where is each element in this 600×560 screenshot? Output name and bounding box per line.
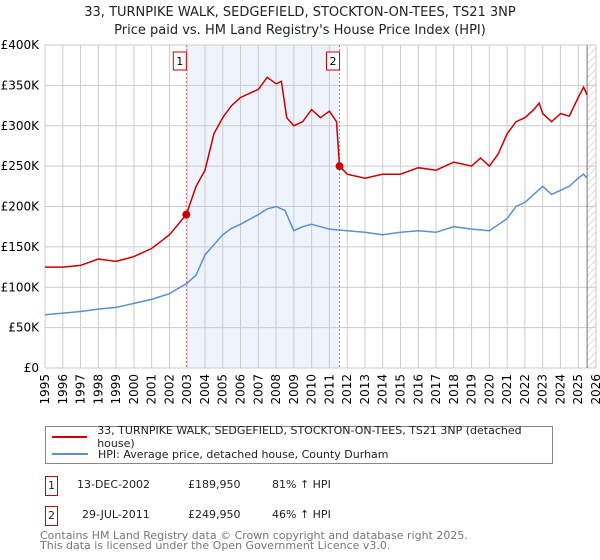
- sale-badge: 2: [45, 506, 58, 526]
- x-tick-label: 2007: [251, 374, 265, 405]
- sale-badge: 1: [45, 476, 58, 496]
- x-tick-label: 2020: [482, 374, 496, 405]
- sale-price: £249,950: [188, 508, 241, 521]
- chart-subtitle: Price paid vs. HM Land Registry's House …: [114, 23, 486, 38]
- y-tick-label: £150K: [1, 240, 41, 254]
- chart-title: 33, TURNPIKE WALK, SEDGEFIELD, STOCKTON-…: [84, 5, 516, 20]
- x-tick-label: 1995: [38, 374, 52, 405]
- x-tick-label: 2019: [465, 374, 479, 405]
- x-tick-label: 2004: [198, 374, 212, 405]
- x-tick-label: 2008: [269, 374, 283, 405]
- y-tick-label: £50K: [8, 321, 40, 335]
- y-tick-label: £400K: [1, 38, 41, 52]
- y-tick-label: £250K: [1, 159, 41, 173]
- x-tick-label: 2005: [216, 374, 230, 405]
- x-tick-label: 2009: [287, 374, 301, 405]
- x-tick-label: 2016: [411, 374, 425, 405]
- sale-label-box: [326, 51, 341, 71]
- x-tick-label: 2017: [429, 374, 443, 405]
- x-tick-label: 1999: [109, 374, 123, 405]
- y-tick-label: £350K: [1, 78, 41, 92]
- y-tick-label: £0: [24, 361, 39, 375]
- sale-date: 29-JUL-2011: [82, 508, 150, 521]
- footer: Contains HM Land Registry data © Crown c…: [40, 529, 468, 552]
- sale-hpi: 46% ↑ HPI: [272, 508, 331, 521]
- legend-label: 33, TURNPIKE WALK, SEDGEFIELD, STOCKTON-…: [97, 424, 522, 450]
- sale-label: 1: [176, 55, 183, 68]
- x-tick-label: 2010: [305, 374, 319, 405]
- x-tick-label: 1996: [56, 374, 70, 405]
- sale-date: 13-DEC-2002: [77, 478, 151, 491]
- property-price-line: [45, 76, 588, 268]
- x-tick-label: 2018: [447, 374, 461, 405]
- x-tick-label: 2002: [162, 374, 176, 405]
- sale-label-box: [172, 51, 187, 71]
- legend-item-hpi: HPI: Average price, detached house, Coun…: [46, 446, 389, 462]
- x-tick-label: 2022: [518, 374, 532, 405]
- sale-point: [335, 162, 344, 171]
- x-tick-label: 2003: [180, 374, 194, 405]
- legend: 33, TURNPIKE WALK, SEDGEFIELD, STOCKTON-…: [45, 424, 553, 464]
- legend-swatch: [52, 436, 88, 438]
- y-tick-label: £100K: [1, 280, 41, 294]
- x-tick-label: 2013: [358, 374, 372, 405]
- sale-point: [182, 210, 191, 219]
- legend-label: HPI: Average price, detached house, Coun…: [98, 447, 389, 461]
- sale-hpi: 81% ↑ HPI: [272, 478, 331, 491]
- sale-price: £189,950: [188, 478, 241, 491]
- x-tick-label: 2021: [500, 374, 514, 405]
- price-chart: 1995 1996 1997 1998 1999 2000 2001 2002 2003 2004…: [1, 38, 600, 405]
- x-tick-label: 2024: [553, 374, 567, 405]
- hpi-line: [44, 173, 588, 316]
- x-tick-label: 2026: [589, 374, 600, 405]
- y-tick-label: £200K: [1, 200, 41, 214]
- x-tick-label: 2001: [145, 374, 159, 405]
- y-tick-label: £300K: [1, 119, 41, 133]
- footer-line: This data is licensed under the Open Gov…: [40, 539, 391, 552]
- x-tick-label: 2023: [536, 374, 550, 405]
- sale-label: 2: [330, 55, 337, 68]
- x-tick-label: 2025: [571, 374, 585, 405]
- x-tick-label: 2006: [234, 374, 248, 405]
- x-tick-label: 2015: [393, 374, 407, 405]
- x-tick-label: 2014: [376, 374, 390, 405]
- x-tick-label: 1997: [74, 374, 88, 405]
- footer-line: Contains HM Land Registry data © Crown c…: [40, 529, 468, 542]
- x-tick-label: 2011: [322, 374, 336, 405]
- x-tick-label: 1998: [91, 374, 105, 405]
- legend-swatch: [52, 453, 88, 455]
- legend-item-property: 33, TURNPIKE WALK, SEDGEFIELD, STOCKTON-…: [46, 424, 552, 450]
- x-tick-label: 2000: [127, 374, 141, 405]
- x-tick-label: 2012: [340, 374, 354, 405]
